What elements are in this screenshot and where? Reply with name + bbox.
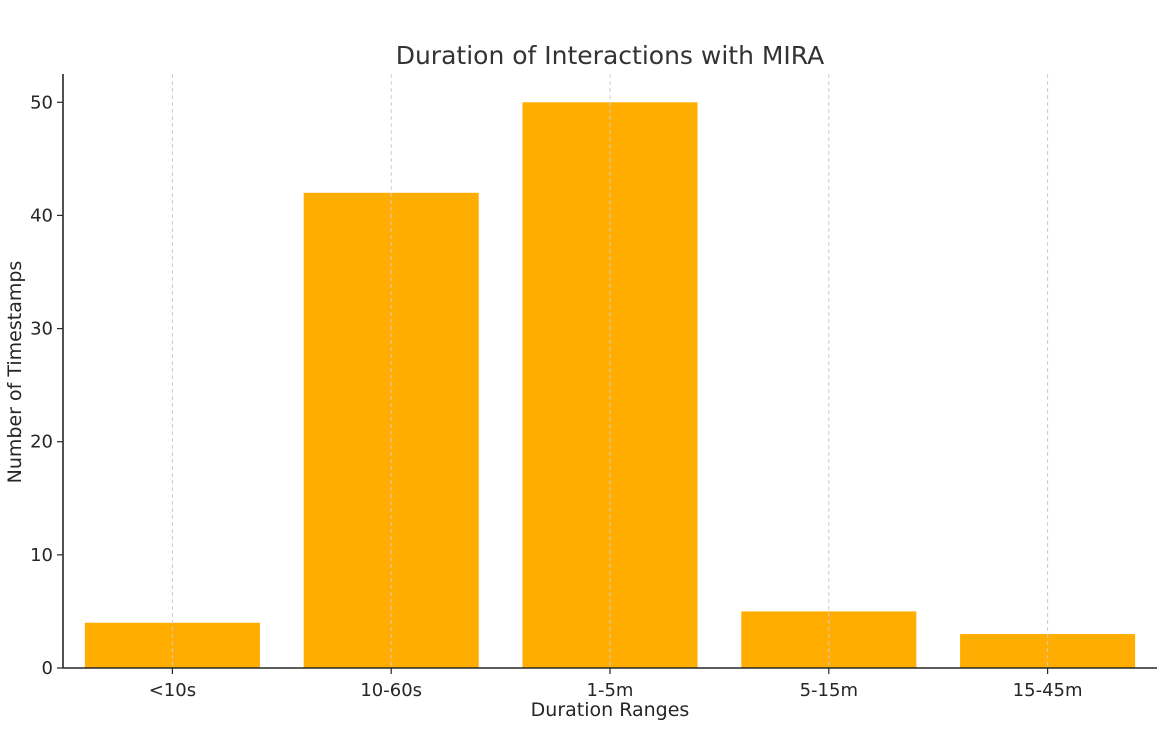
axes <box>57 74 1157 674</box>
y-tick-label: 0 <box>42 658 53 679</box>
x-tick-label: 1-5m <box>587 680 634 701</box>
y-tick-label: 10 <box>30 545 53 566</box>
y-tick-label: 50 <box>30 92 53 113</box>
y-axis-label: Number of Timestamps <box>4 261 26 484</box>
x-tick-label: 5-15m <box>800 680 858 701</box>
chart-title: Duration of Interactions with MIRA <box>396 41 825 70</box>
bar-4 <box>741 611 917 668</box>
y-tick-label: 40 <box>30 205 53 226</box>
y-tick-label: 30 <box>30 319 53 340</box>
x-axis-label: Duration Ranges <box>531 699 690 721</box>
x-tick-label: 15-45m <box>1013 680 1083 701</box>
x-tick-label: <10s <box>149 680 196 701</box>
grid-lines <box>171 74 1049 668</box>
x-tick-label: 10-60s <box>360 680 422 701</box>
tick-labels: <10s 10-60s 1-5m 5-15m 15-45m 0 10 20 30 40 50 <box>30 92 1082 701</box>
y-tick-label: 20 <box>30 432 53 453</box>
